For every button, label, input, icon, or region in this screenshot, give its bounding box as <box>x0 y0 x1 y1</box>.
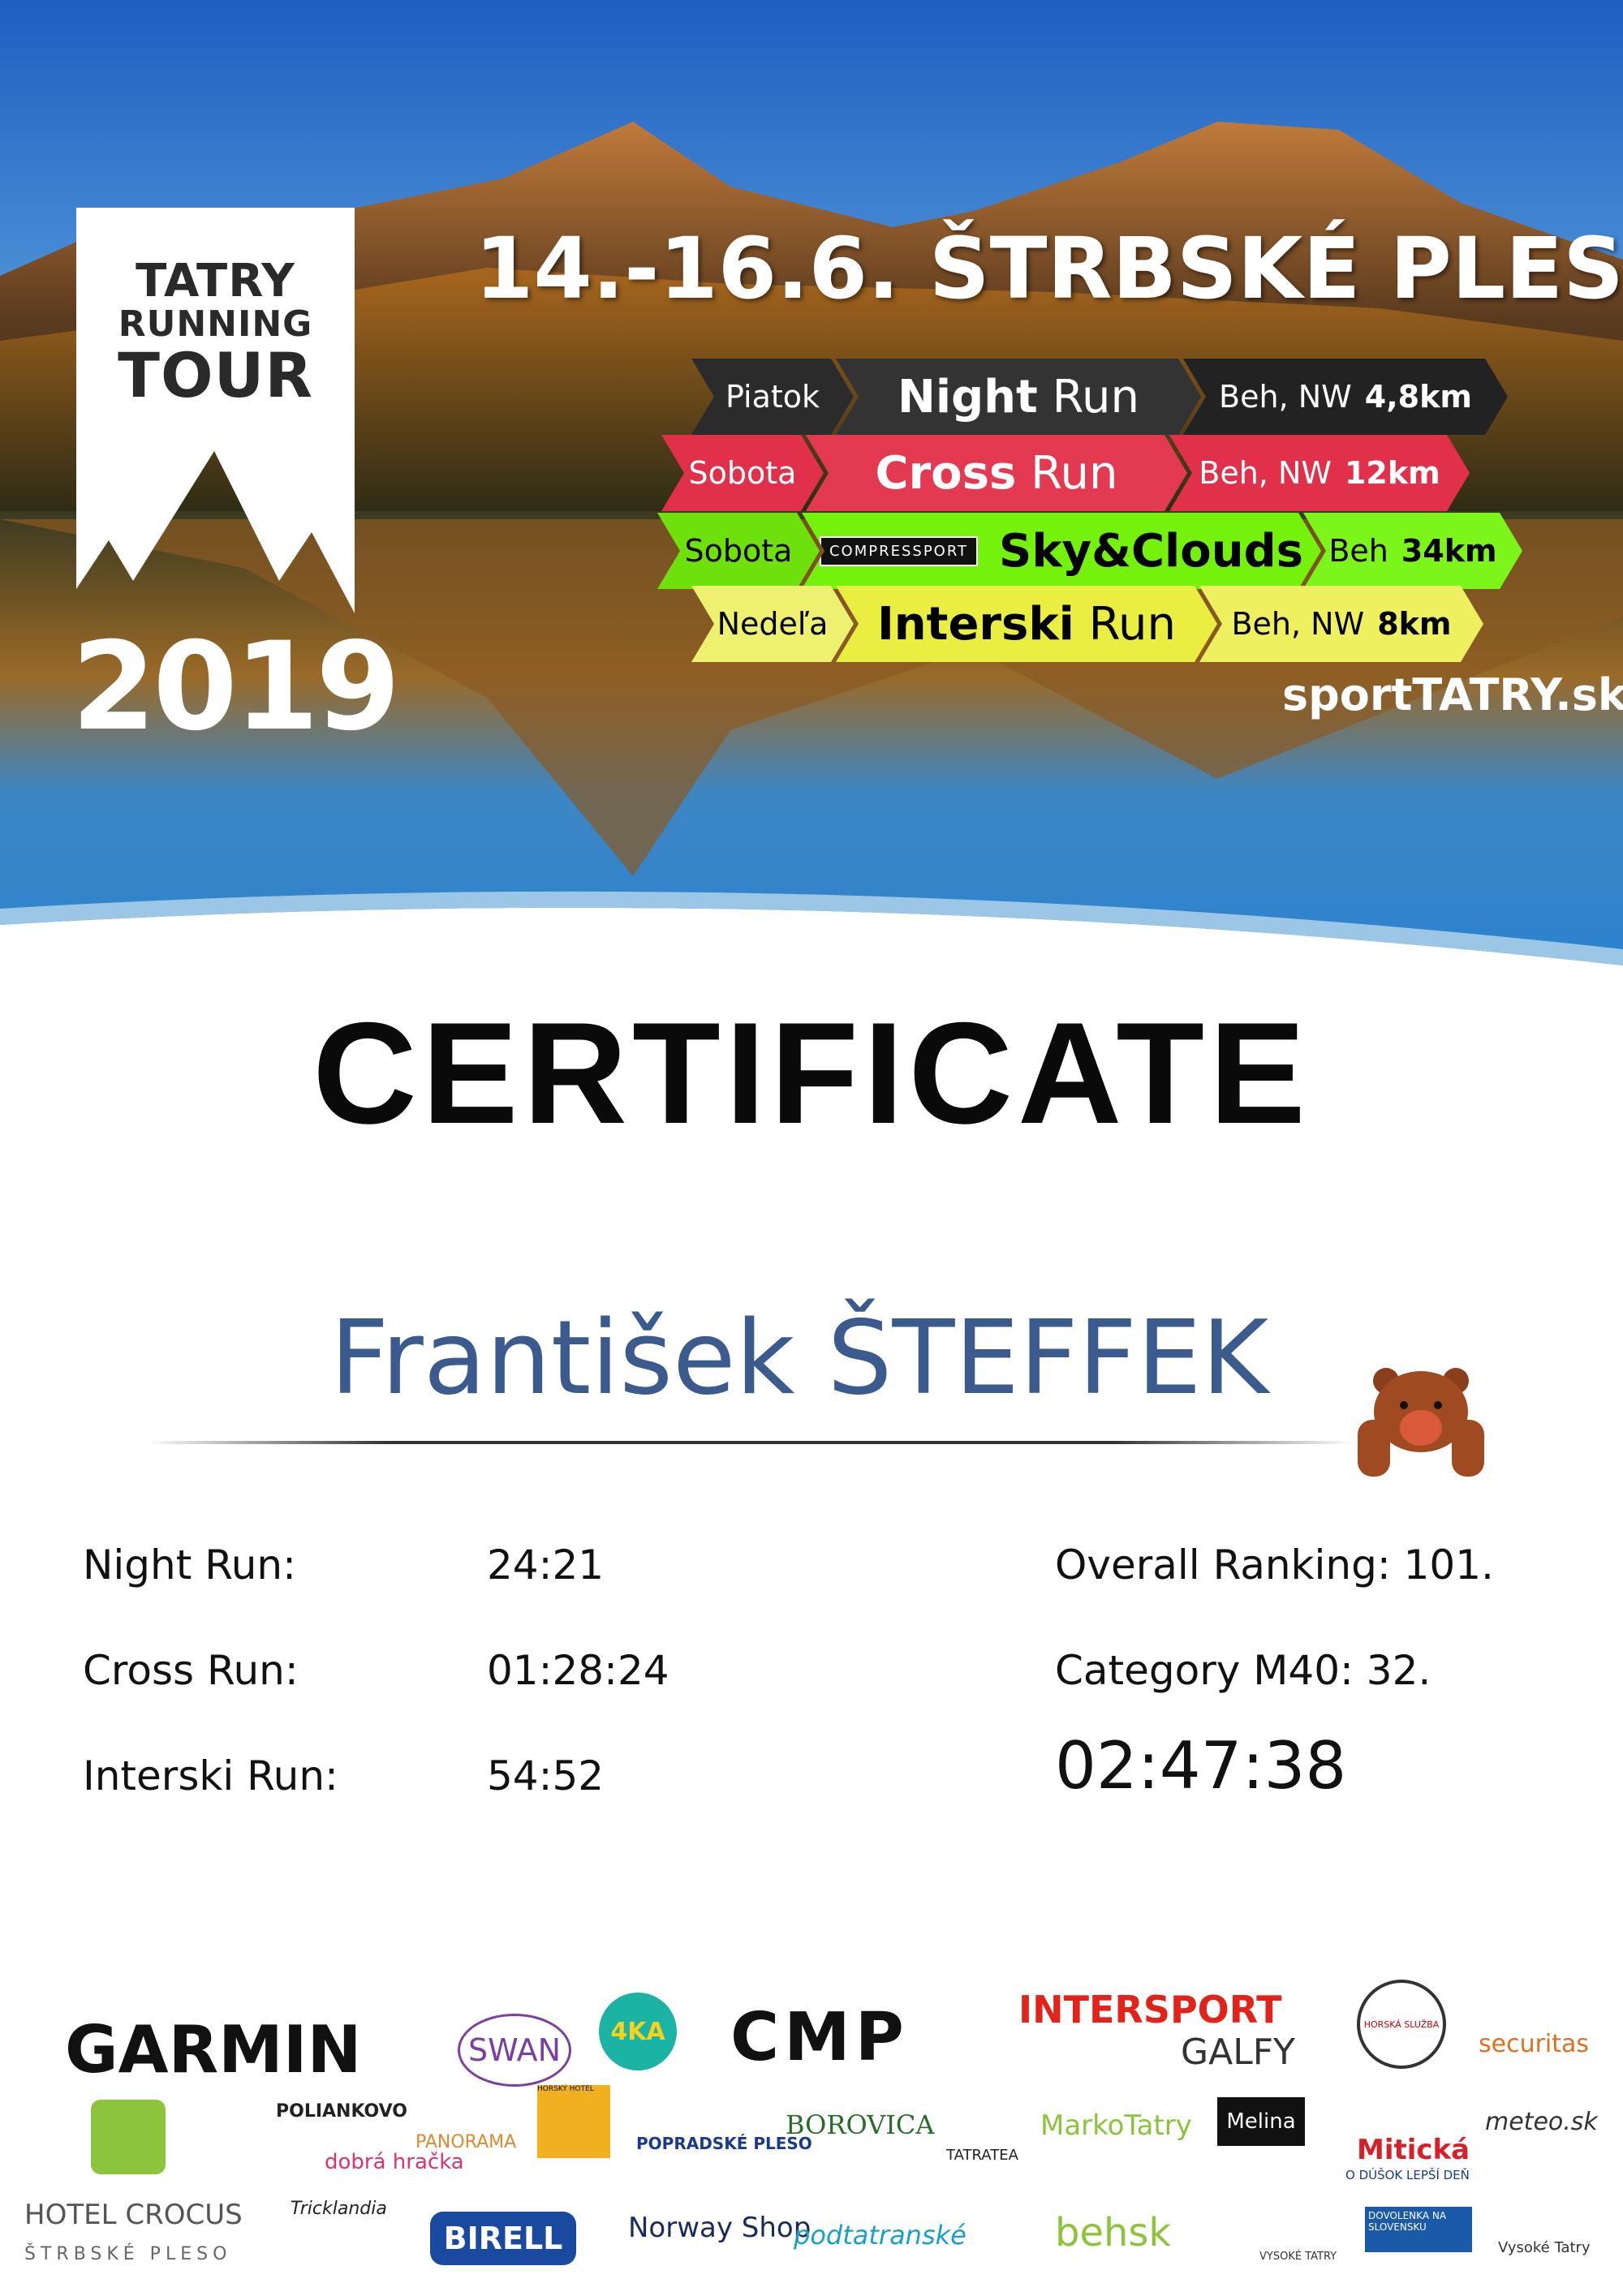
race-day: Piatok <box>691 359 854 435</box>
sponsor-logo: Mitická <box>1357 2134 1470 2166</box>
result-label-interski: Interski Run: <box>83 1752 338 1799</box>
logo-line1: TATRY <box>136 255 295 307</box>
compressport-logo: COMPRESSPORT <box>820 536 978 566</box>
sponsor-logo: POLIANKOVO <box>276 2101 407 2122</box>
sponsor-logo: PANORAMA <box>415 2132 517 2152</box>
sponsor-logo: HORSKÁ SLUŽBA <box>1357 1980 1446 2069</box>
sponsor-logo: podtatranské <box>794 2220 966 2251</box>
sponsor-logo: Norway Shop <box>628 2212 812 2244</box>
race-day: Sobota <box>657 513 820 589</box>
race-row-skyclouds: Sobota COMPRESSPORT Sky&Clouds Beh 34km <box>657 513 1505 589</box>
sponsor-logo: meteo.sk <box>1485 2108 1598 2136</box>
race-row-night: Piatok Night Run Beh, NW 4,8km <box>691 359 1490 435</box>
sponsor-logo: POPRADSKÉ PLESO <box>636 2134 812 2153</box>
race-row-cross: Sobota Cross Run Beh, NW 12km <box>661 435 1452 511</box>
sponsor-logo: SWAN <box>458 2014 572 2087</box>
sponsor-logo: BIRELL <box>430 2212 576 2265</box>
result-time-night: 24:21 <box>487 1541 605 1589</box>
race-name: Night Run <box>836 359 1201 435</box>
logo-line2: RUNNING <box>118 303 313 345</box>
bear-icon <box>1358 1368 1484 1477</box>
participant-name: František ŠTEFFEK <box>329 1298 1269 1417</box>
website-link[interactable]: sportTATRY.sk <box>1282 669 1623 720</box>
sponsor-logo: DOVOLENKA NA SLOVENSKU <box>1365 2207 1472 2252</box>
logo-line3: TOUR <box>118 339 313 411</box>
sponsor-logo: O DÚŠOK LEPŠÍ DEŇ <box>1345 2168 1470 2182</box>
race-distance: Beh, NW 8km <box>1199 586 1483 662</box>
certificate-title: CERTIFICATE <box>312 992 1311 1154</box>
category-ranking: Category M40: 32. <box>1055 1647 1431 1694</box>
race-day: Sobota <box>661 435 824 511</box>
sponsor-logo: behsk <box>1055 2210 1172 2255</box>
sponsor-logos: GARMIN SWAN 4KA CMP INTERSPORT GALFY HOR… <box>0 1963 1623 2288</box>
race-distance: Beh 34km <box>1303 513 1522 589</box>
event-date-location: 14.-16.6. ŠTRBSKÉ PLESO <box>475 219 1623 318</box>
sponsor-logo: Melina <box>1217 2097 1305 2146</box>
sponsor-logo: CMP <box>730 1999 909 2076</box>
total-time: 02:47:38 <box>1055 1728 1347 1804</box>
sponsor-logo: GARMIN <box>65 2012 362 2087</box>
result-label-night: Night Run: <box>83 1541 296 1589</box>
hotel-crocus-logo-icon <box>91 2100 166 2174</box>
result-time-interski: 54:52 <box>487 1752 605 1799</box>
sponsor-logo: BOROVICA <box>786 2109 935 2140</box>
race-name: Interski Run <box>836 586 1217 662</box>
sponsor-logo: HORSKÝ HOTEL <box>537 2085 610 2158</box>
sponsor-logo: GALFY <box>1181 2032 1295 2073</box>
race-distance: Beh, NW 4,8km <box>1183 359 1508 435</box>
sponsor-logo: securitas <box>1479 2030 1590 2058</box>
event-year: 2019 <box>71 617 400 758</box>
sponsor-logo: INTERSPORT <box>1018 1988 1282 2032</box>
sponsor-logo: VYSOKÉ TATRY <box>1259 2251 1337 2263</box>
sponsor-logo: 4KA <box>599 1993 677 2070</box>
race-name: Cross Run <box>806 435 1187 511</box>
result-time-cross: 01:28:24 <box>487 1647 669 1694</box>
sponsor-logo: Tricklandia <box>291 2199 387 2219</box>
race-row-interski: Nedeľa Interski Run Beh, NW 8km <box>691 586 1466 662</box>
sponsor-logo: ŠTRBSKÉ PLESO <box>24 2244 232 2264</box>
overall-ranking: Overall Ranking: 101. <box>1055 1541 1494 1589</box>
race-name: COMPRESSPORT Sky&Clouds <box>802 513 1321 589</box>
result-label-cross: Cross Run: <box>83 1647 299 1694</box>
sponsor-logo: MarkoTatry <box>1040 2109 1192 2142</box>
race-day: Nedeľa <box>691 586 854 662</box>
tatry-running-tour-logo: TATRY RUNNING TOUR <box>76 208 355 613</box>
sponsor-logo: dobrá hračka <box>325 2150 464 2174</box>
sponsor-logo: TATRATEA <box>946 2147 1018 2164</box>
sponsor-logo: Vysoké Tatry <box>1498 2239 1591 2256</box>
race-distance: Beh, NW 12km <box>1169 435 1470 511</box>
hero-banner: TATRY RUNNING TOUR 2019 14.-16.6. ŠTRBSK… <box>0 0 1623 982</box>
sponsor-logo: HOTEL CROCUS <box>24 2199 243 2231</box>
name-underline <box>146 1441 1355 1444</box>
